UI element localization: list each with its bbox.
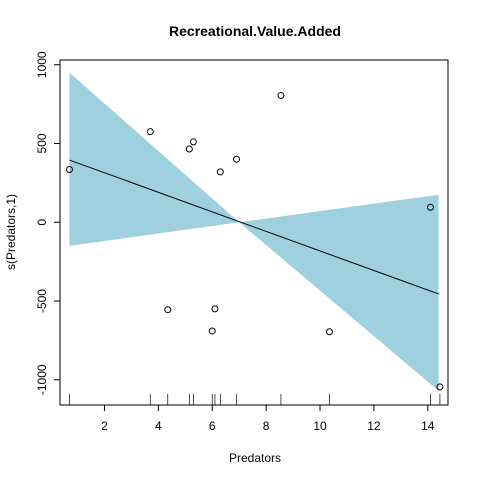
y-tick-label: 0 xyxy=(35,219,49,226)
x-axis-label: Predators xyxy=(229,451,281,465)
data-point xyxy=(185,145,193,153)
fit-line xyxy=(69,159,439,295)
y-tick-label: 500 xyxy=(35,133,49,153)
y-tick-label: -500 xyxy=(35,289,49,313)
x-tick-label: 2 xyxy=(101,419,108,433)
x-tick-label: 14 xyxy=(421,419,435,433)
x-tick-label: 4 xyxy=(155,419,162,433)
data-point xyxy=(216,168,224,176)
y-axis: -1000 -500 0 500 1000 xyxy=(35,51,60,395)
confidence-band xyxy=(69,72,439,391)
data-point xyxy=(65,165,73,173)
x-tick-label: 10 xyxy=(313,419,327,433)
data-point xyxy=(277,91,285,99)
points-layer xyxy=(65,91,444,391)
data-point xyxy=(436,383,444,391)
data-point xyxy=(232,155,240,163)
data-point xyxy=(325,328,333,336)
fit-line-layer xyxy=(69,159,439,295)
x-tick-label: 8 xyxy=(263,419,270,433)
x-tick-label: 6 xyxy=(209,419,216,433)
confidence-band-layer xyxy=(69,72,439,391)
y-axis-label: s(Predators,1) xyxy=(4,194,18,270)
data-point xyxy=(164,306,172,314)
y-tick-label: -1000 xyxy=(35,364,49,395)
rug-layer xyxy=(69,394,441,405)
data-point xyxy=(189,138,197,146)
data-point xyxy=(211,305,219,313)
data-point xyxy=(208,327,216,335)
y-tick-label: 1000 xyxy=(35,51,49,78)
x-tick-label: 12 xyxy=(367,419,381,433)
data-point xyxy=(426,203,434,211)
data-point xyxy=(146,128,154,136)
x-axis: 2 4 6 8 10 12 14 xyxy=(101,405,435,433)
chart-title: Recreational.Value.Added xyxy=(169,23,341,39)
plot-box xyxy=(59,59,449,406)
